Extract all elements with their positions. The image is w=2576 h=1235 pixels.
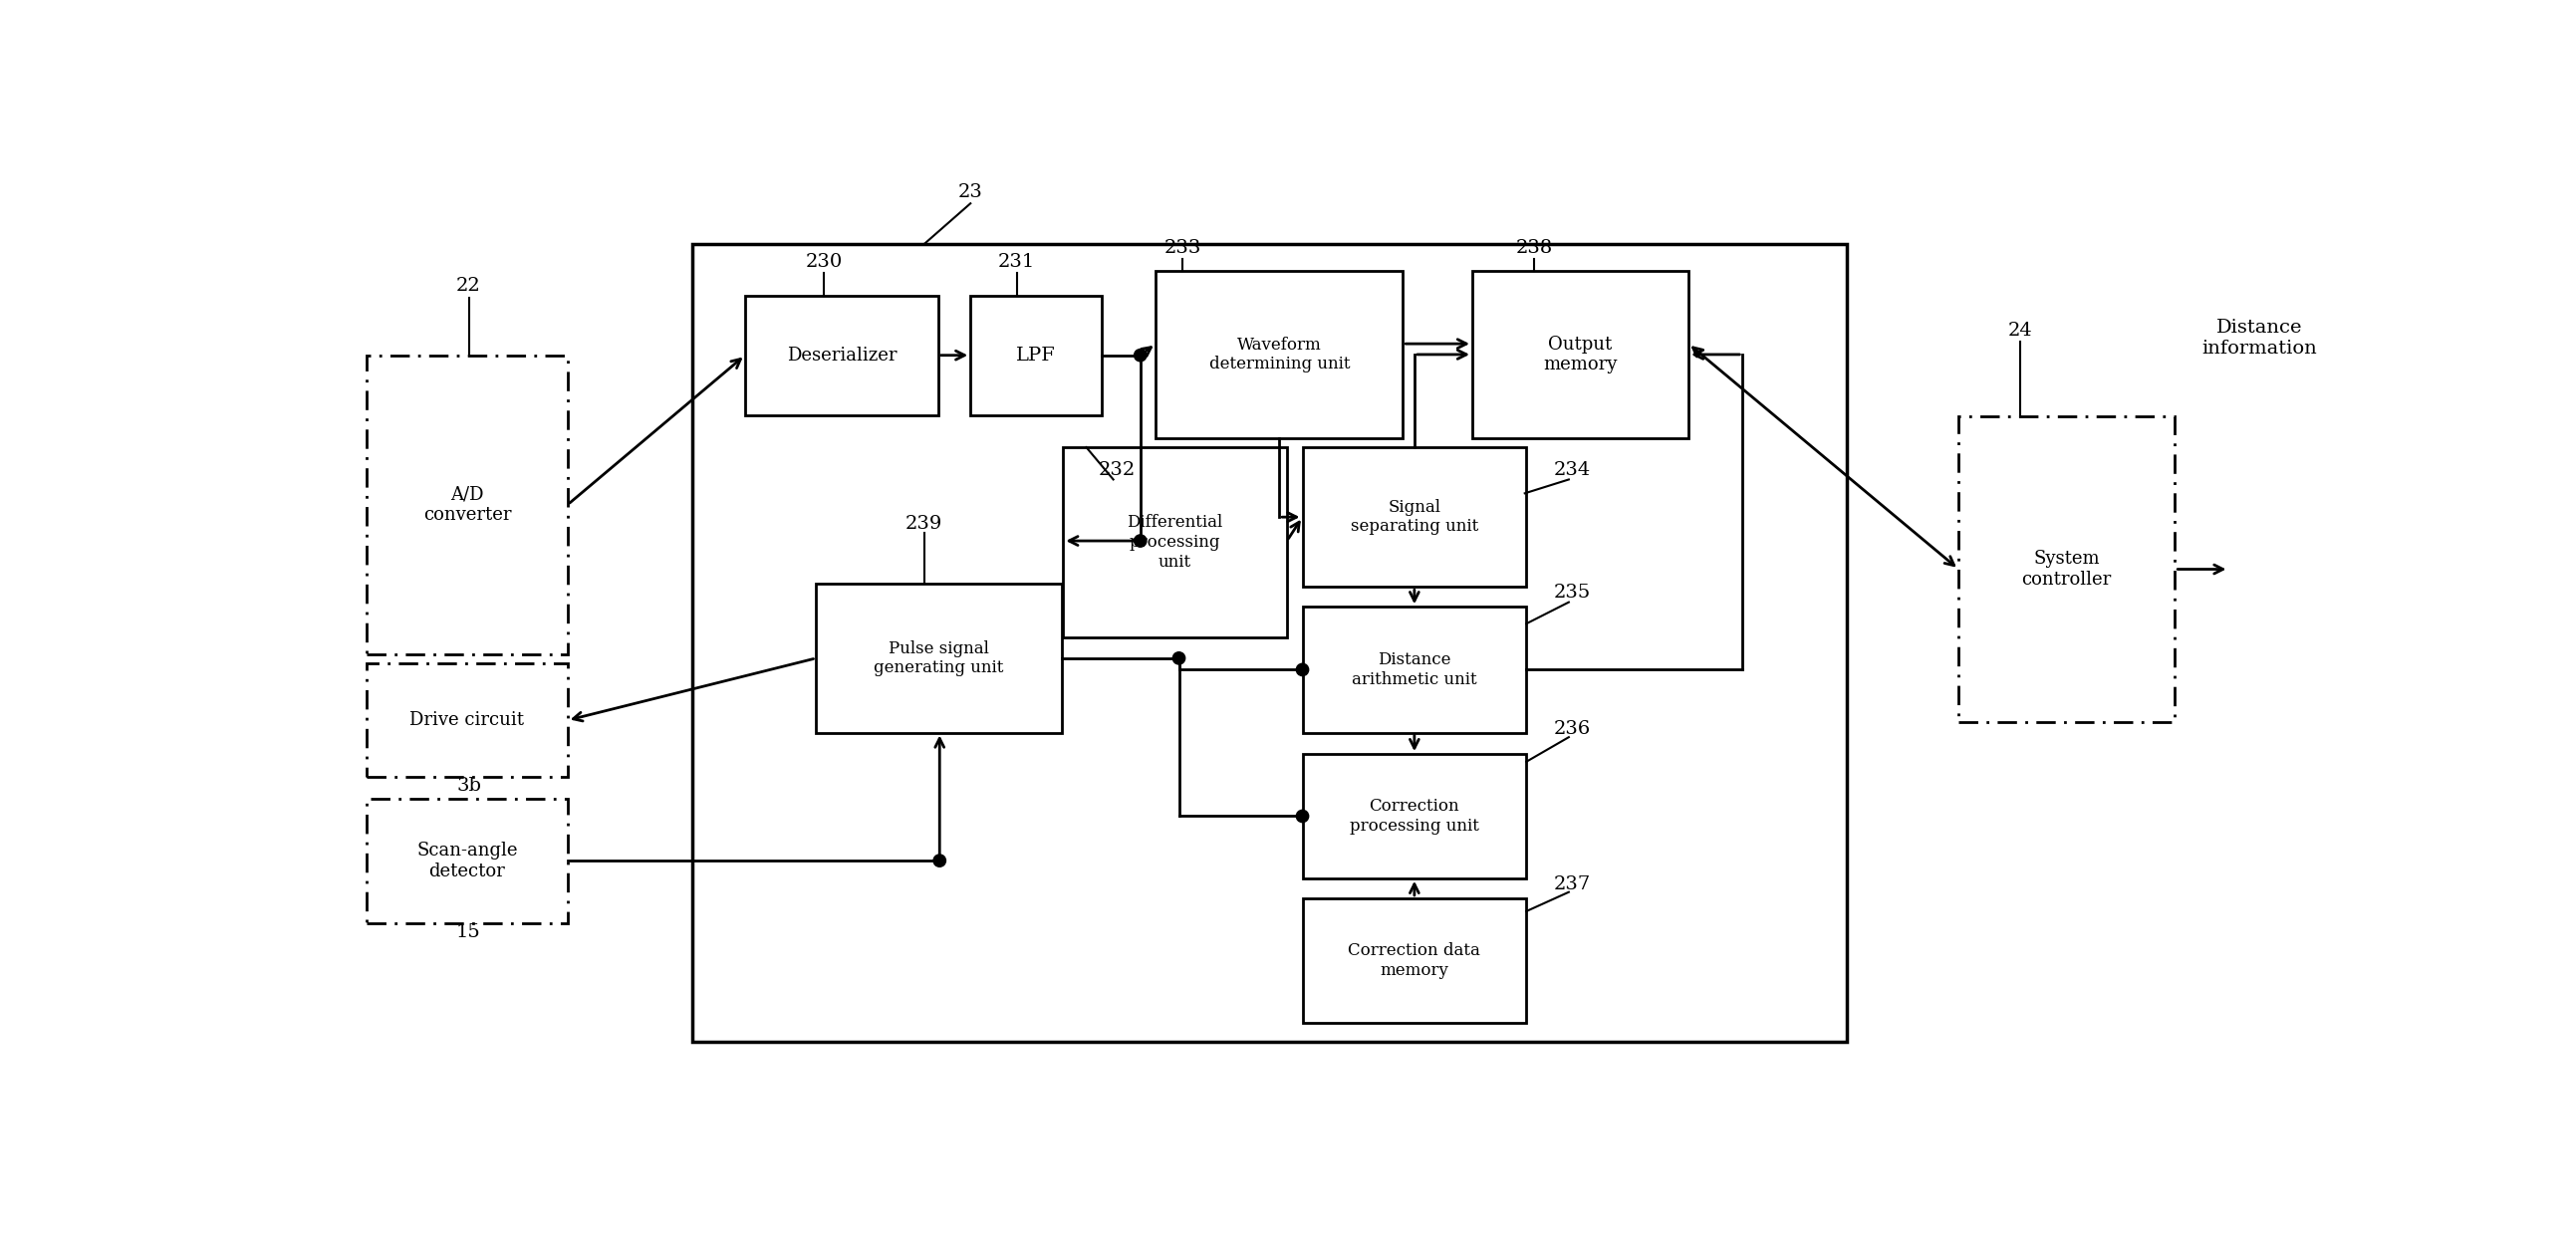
Text: 232: 232: [1097, 462, 1136, 479]
Circle shape: [1133, 350, 1146, 362]
Bar: [366, 663, 567, 777]
Text: Deserializer: Deserializer: [786, 346, 896, 364]
Circle shape: [933, 855, 945, 867]
Bar: [693, 245, 1847, 1041]
Text: 24: 24: [2009, 322, 2032, 340]
Bar: [366, 799, 567, 923]
Text: 230: 230: [806, 253, 842, 270]
Text: Drive circuit: Drive circuit: [410, 711, 526, 729]
Text: 233: 233: [1164, 238, 1200, 257]
Text: Correction
processing unit: Correction processing unit: [1350, 798, 1479, 835]
Bar: [366, 356, 567, 655]
Text: 15: 15: [456, 923, 482, 941]
Bar: [971, 295, 1103, 415]
Bar: [1303, 755, 1528, 878]
Bar: [1157, 270, 1404, 438]
Text: A/D
converter: A/D converter: [422, 485, 510, 524]
Text: System
controller: System controller: [2022, 550, 2112, 589]
Text: Waveform
determining unit: Waveform determining unit: [1208, 336, 1350, 373]
Text: Signal
separating unit: Signal separating unit: [1350, 499, 1479, 535]
Text: 23: 23: [958, 184, 984, 201]
Bar: [817, 584, 1061, 732]
Bar: [1958, 416, 2174, 721]
Text: 236: 236: [1553, 720, 1592, 739]
Circle shape: [1172, 652, 1185, 664]
Text: Output
memory: Output memory: [1543, 335, 1618, 374]
Bar: [1473, 270, 1687, 438]
Text: 3b: 3b: [456, 777, 482, 795]
Text: 235: 235: [1553, 584, 1592, 601]
Text: Scan-angle
detector: Scan-angle detector: [417, 841, 518, 881]
Bar: [744, 295, 938, 415]
Circle shape: [1296, 810, 1309, 823]
Bar: [1064, 447, 1288, 637]
Text: 22: 22: [456, 278, 482, 295]
Bar: [1303, 606, 1528, 732]
Bar: [1303, 447, 1528, 587]
Bar: [1303, 898, 1528, 1023]
Text: 231: 231: [999, 253, 1036, 270]
Text: 234: 234: [1553, 462, 1592, 479]
Text: Distance
arithmetic unit: Distance arithmetic unit: [1352, 652, 1476, 688]
Text: Distance
information: Distance information: [2202, 319, 2318, 358]
Text: Correction data
memory: Correction data memory: [1347, 942, 1481, 978]
Circle shape: [1296, 663, 1309, 676]
Circle shape: [1133, 535, 1146, 547]
Text: Differential
processing
unit: Differential processing unit: [1128, 515, 1224, 571]
Text: Pulse signal
generating unit: Pulse signal generating unit: [873, 640, 1005, 677]
Text: 238: 238: [1515, 238, 1553, 257]
Text: 237: 237: [1553, 876, 1592, 893]
Text: 239: 239: [907, 515, 943, 534]
Text: LPF: LPF: [1018, 346, 1056, 364]
